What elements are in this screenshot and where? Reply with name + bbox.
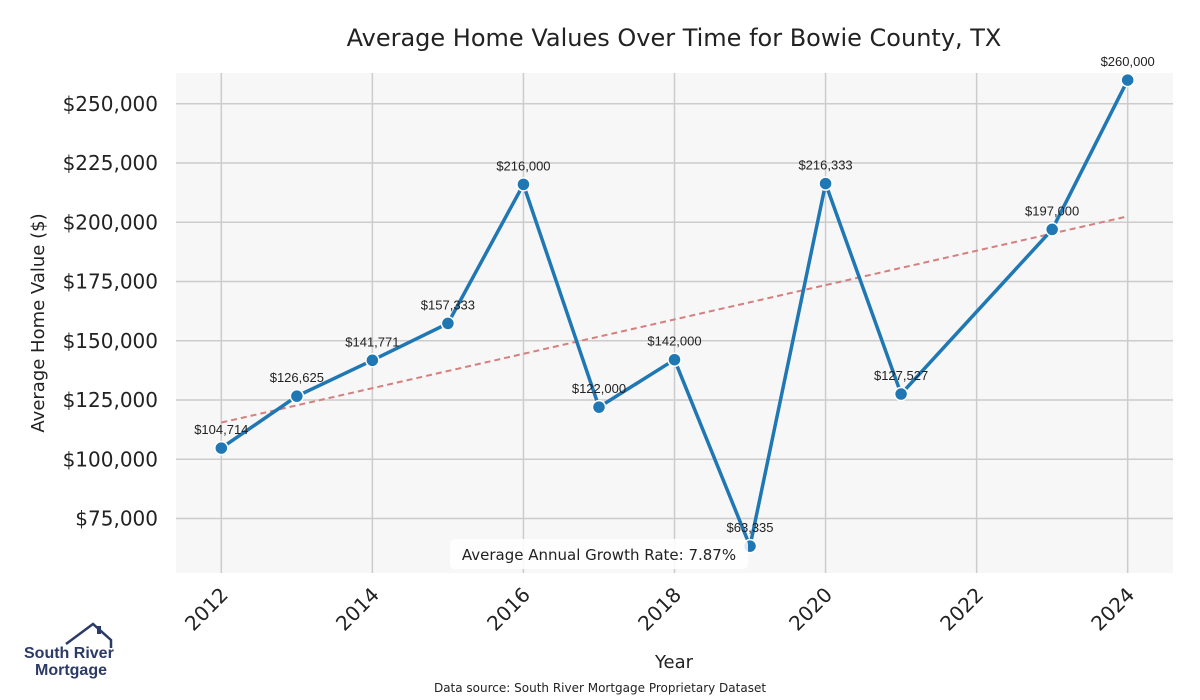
data-label: $122,000 [572,381,626,396]
data-label: $141,771 [345,334,399,349]
trendline [221,215,1128,424]
data-point [1120,72,1135,88]
data-label: $197,000 [1025,203,1079,218]
data-labels: $104,714 $126,625 $141,771 $157,333 $216,000… [194,54,1155,535]
data-point [365,353,380,368]
house-roof-icon [65,622,113,648]
data-label: $127,527 [874,368,928,383]
growth-annotation: Average Annual Growth Rate: 7.87% [450,539,748,569]
series-line [220,79,1130,548]
data-point [516,177,531,192]
y-tick-label: $200,000 [63,210,158,234]
y-tick-label: $250,000 [63,92,158,116]
data-points [214,72,1135,554]
data-label: $104,714 [194,422,248,437]
y-tick-label: $225,000 [63,151,158,175]
data-point [667,352,682,367]
x-tick-label: 2022 [935,583,988,636]
trendline-path [221,215,1128,424]
x-tick-label: 2016 [482,583,535,636]
logo-line2: Mortgage [35,662,107,679]
chart-title: Average Home Values Over Time for Bowie … [347,24,1002,52]
south-river-logo: South River Mortgage [24,622,114,679]
y-tick-label: $100,000 [63,447,158,471]
x-axis-ticks: 2012 2014 2016 2018 2020 2022 2024 [180,583,1139,636]
y-axis-label: Average Home Value ($) [28,213,49,432]
data-label: $126,625 [270,370,324,385]
data-point [818,176,833,191]
data-source: Data source: South River Mortgage Propri… [434,681,766,695]
grid [176,73,1173,573]
data-label: $157,333 [421,297,475,312]
data-point [289,388,305,404]
data-point [893,386,909,402]
data-point [1044,222,1060,237]
growth-rate-text: Average Annual Growth Rate: 7.87% [462,546,736,564]
x-axis-label: Year [654,652,694,673]
data-point [440,316,456,331]
x-tick-label: 2020 [784,583,837,636]
data-label: $216,333 [798,158,852,173]
x-tick-label: 2012 [180,583,233,636]
y-tick-label: $75,000 [75,506,158,530]
data-label: $260,000 [1101,54,1155,69]
y-tick-label: $150,000 [63,329,158,353]
logo-line1: South River [24,645,114,662]
data-label: $216,000 [496,158,550,173]
x-tick-label: 2018 [633,583,686,636]
data-label: $142,000 [647,334,701,349]
chimney-icon [97,626,101,634]
data-label: $63,335 [727,520,774,535]
y-axis-ticks: $75,000 $100,000 $125,000 $150,000 $175,000 $… [63,92,158,531]
y-tick-label: $125,000 [63,388,158,412]
x-tick-label: 2014 [331,583,384,636]
x-tick-label: 2024 [1086,583,1139,636]
growth-annotation-box [450,539,748,569]
series-line-path [220,79,1130,548]
y-tick-label: $175,000 [63,270,158,294]
data-point [591,399,607,415]
data-point [214,440,229,456]
